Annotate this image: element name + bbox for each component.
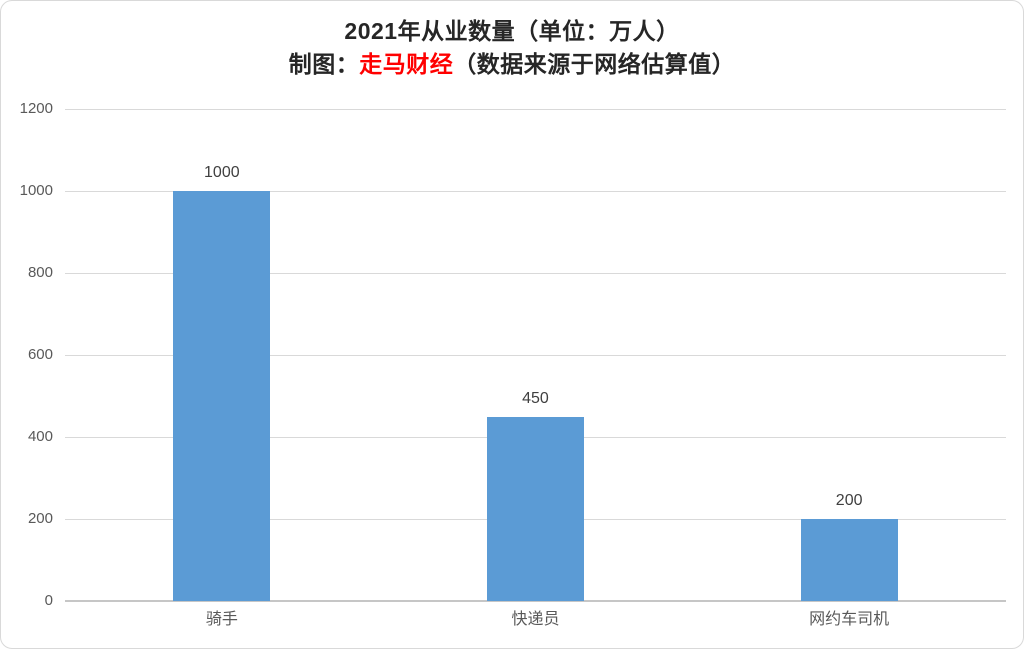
y-gridline bbox=[65, 273, 1006, 274]
bar-骑手 bbox=[173, 191, 271, 601]
chart-subtitle-suffix: （数据来源于网络估算值） bbox=[453, 51, 736, 77]
y-gridline bbox=[65, 191, 1006, 192]
y-gridline bbox=[65, 355, 1006, 356]
y-axis-tick-label: 1000 bbox=[19, 182, 53, 199]
y-axis-tick-label: 200 bbox=[27, 510, 53, 527]
chart-title-block: 2021年从业数量（单位：万人） 制图：走马财经（数据来源于网络估算值） bbox=[1, 15, 1023, 81]
y-axis-tick-label: 800 bbox=[27, 264, 53, 281]
bar-网约车司机 bbox=[800, 519, 898, 601]
x-axis-line bbox=[65, 600, 1006, 602]
y-axis-tick-label: 1200 bbox=[19, 100, 53, 117]
bar-value-label: 1000 bbox=[204, 164, 240, 181]
x-axis-category-label: 快递员 bbox=[511, 611, 560, 628]
bar-快递员 bbox=[487, 416, 584, 601]
bar-value-label: 450 bbox=[522, 389, 549, 407]
chart-subtitle: 制图：走马财经（数据来源于网络估算值） bbox=[1, 48, 1023, 81]
chart-subtitle-brand: 走马财经 bbox=[359, 51, 454, 77]
y-axis-tick-label: 400 bbox=[27, 428, 53, 445]
x-axis-category-label: 骑手 bbox=[205, 611, 238, 628]
y-gridline bbox=[65, 109, 1006, 110]
x-axis-category-label: 网约车司机 bbox=[809, 611, 890, 628]
y-axis-tick-label: 600 bbox=[27, 346, 53, 363]
chart-title: 2021年从业数量（单位：万人） bbox=[344, 18, 680, 44]
chart-subtitle-prefix: 制图： bbox=[288, 51, 360, 77]
bar-value-label: 200 bbox=[835, 492, 863, 509]
y-axis-tick-label: 0 bbox=[44, 592, 53, 609]
